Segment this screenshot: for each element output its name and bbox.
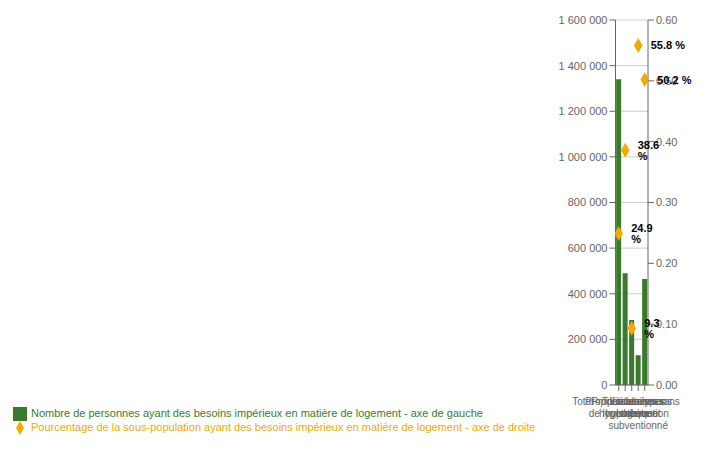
svg-text:1 200 000: 1 200 000 [559,105,608,117]
svg-text:24.9%: 24.9% [631,222,652,245]
svg-text:Locataires sanssubvention: Locataires sanssubvention [610,396,680,419]
svg-text:200 000: 200 000 [568,333,608,345]
svg-text:50.2 %: 50.2 % [657,74,691,86]
svg-text:1 400 000: 1 400 000 [559,60,608,72]
svg-text:38.6%: 38.6% [638,139,659,162]
svg-text:0.20: 0.20 [656,257,677,269]
svg-text:0.40: 0.40 [656,136,677,148]
svg-text:1 000 000: 1 000 000 [559,151,608,163]
svg-text:9.3%: 9.3% [644,317,659,340]
svg-text:800 000: 800 000 [568,196,608,208]
svg-text:400 000: 400 000 [568,288,608,300]
svg-text:55.8 %: 55.8 % [651,39,685,51]
svg-text:0.00: 0.00 [656,379,677,391]
svg-text:0.60: 0.60 [656,14,677,26]
svg-text:0: 0 [601,379,607,391]
svg-text:1 600 000: 1 600 000 [559,14,608,26]
svg-text:600 000: 600 000 [568,242,608,254]
svg-text:0.30: 0.30 [656,196,677,208]
